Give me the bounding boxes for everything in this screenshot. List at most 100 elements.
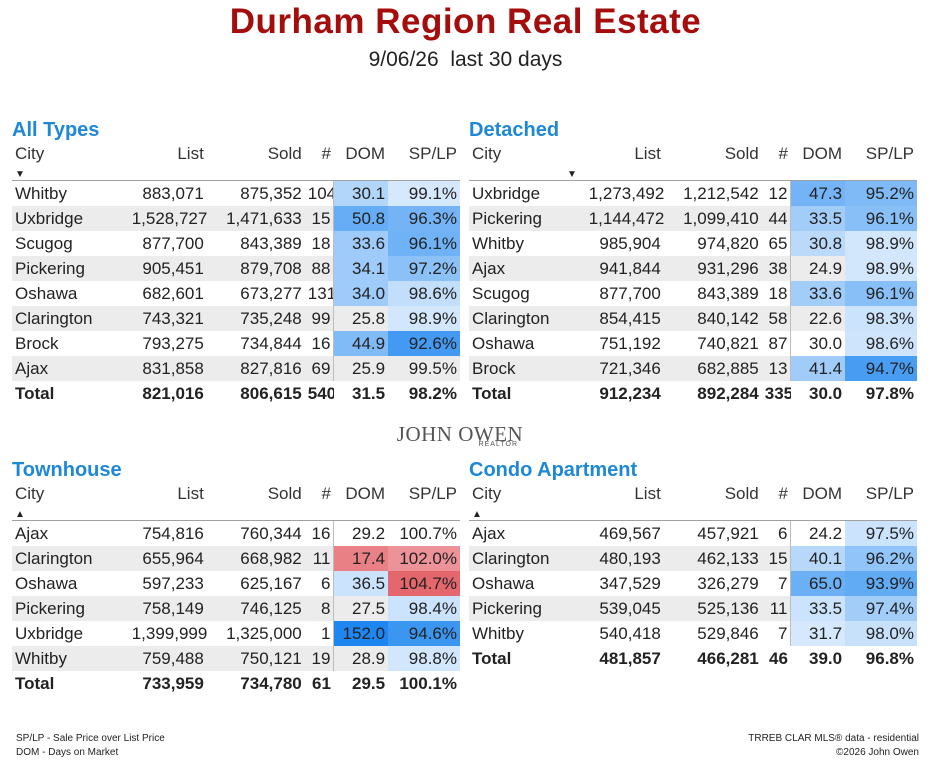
table-row[interactable]: Pickering 905,451 879,708 88 34.1 97.2%: [12, 256, 460, 281]
cell-splp: 96.1%: [845, 206, 917, 231]
cell-city: Ajax: [469, 256, 586, 281]
cell-splp: 100.7%: [399, 523, 457, 543]
cell-sold: 1,099,410: [663, 206, 762, 231]
table-row[interactable]: Scugog 877,700 843,389 18 33.6 96.1%: [469, 281, 917, 306]
column-header-count[interactable]: #: [321, 144, 331, 163]
cell-dom: 25.8: [333, 306, 389, 331]
cell-splp: 94.7%: [845, 356, 917, 381]
cell-count: 13: [761, 356, 792, 381]
column-header-dom[interactable]: DOM: [802, 144, 843, 163]
sort-descending-icon[interactable]: ▼: [15, 170, 25, 180]
total-count: 335: [764, 383, 791, 403]
table-row[interactable]: Oshawa 597,233 625,167 6 36.5 104.7%: [12, 571, 460, 596]
table-row[interactable]: Ajax 831,858 827,816 69 25.9 99.5%: [12, 356, 460, 381]
sort-descending-icon[interactable]: ▼: [567, 170, 577, 180]
cell-list: 480,193: [585, 546, 664, 571]
cell-count: 15: [304, 206, 335, 231]
column-header-splp[interactable]: SP/LP: [408, 144, 457, 163]
table-row[interactable]: Brock 721,346 682,885 13 41.4 94.7%: [469, 356, 917, 381]
data-table: City List Sold # DOM SP/LP ▼ Whitby 883,071 875,3…: [12, 144, 460, 406]
table-row[interactable]: Ajax 469,567 457,921 6 24.2 97.5%: [469, 521, 917, 546]
column-header-city[interactable]: City: [15, 484, 45, 503]
table-row[interactable]: Scugog 877,700 843,389 18 33.6 96.1%: [12, 231, 460, 256]
column-header-dom[interactable]: DOM: [345, 484, 386, 503]
cell-city: Whitby: [15, 183, 67, 203]
sort-ascending-icon[interactable]: ▲: [15, 510, 25, 520]
table-row[interactable]: Pickering 1,144,472 1,099,410 44 33.5 96.1%: [469, 206, 917, 231]
table-row[interactable]: Clarington 854,415 840,142 58 22.6 98.3%: [469, 306, 917, 331]
total-list: 733,959: [142, 673, 204, 693]
column-header-splp[interactable]: SP/LP: [865, 484, 914, 503]
column-header-splp[interactable]: SP/LP: [408, 484, 457, 503]
column-header-dom[interactable]: DOM: [802, 484, 843, 503]
cell-dom: 30.0: [808, 333, 843, 353]
total-splp: 98.2%: [408, 383, 457, 403]
table-row[interactable]: Clarington 743,321 735,248 99 25.8 98.9%: [12, 306, 460, 331]
table-row[interactable]: Pickering 539,045 525,136 11 33.5 97.4%: [469, 596, 917, 621]
table-row[interactable]: Uxbridge 1,399,999 1,325,000 1 152.0 94.6%: [12, 621, 460, 646]
column-header-sold[interactable]: Sold: [267, 144, 302, 163]
cell-list: 854,415: [585, 306, 664, 331]
cell-sold: 746,125: [206, 596, 305, 621]
logo-sub: REALTOR: [478, 441, 518, 448]
column-header-city[interactable]: City: [15, 144, 45, 163]
table-row[interactable]: Pickering 758,149 746,125 8 27.5 98.4%: [12, 596, 460, 621]
total-count: 61: [311, 673, 331, 693]
cell-dom: 33.5: [790, 206, 846, 231]
cell-list: 539,045: [585, 596, 664, 621]
cell-sold: 840,142: [663, 306, 762, 331]
table-row[interactable]: Uxbridge 1,528,727 1,471,633 15 50.8 96.3%: [12, 206, 460, 231]
column-header-sold[interactable]: Sold: [724, 484, 759, 503]
table-row[interactable]: Oshawa 751,192 740,821 87 30.0 98.6%: [469, 331, 917, 356]
column-header-splp[interactable]: SP/LP: [865, 144, 914, 163]
cell-splp: 98.0%: [845, 621, 917, 646]
table-row[interactable]: Whitby 540,418 529,846 7 31.7 98.0%: [469, 621, 917, 646]
column-header-sold[interactable]: Sold: [724, 144, 759, 163]
table-row[interactable]: Uxbridge 1,273,492 1,212,542 12 47.3 95.2%: [469, 181, 917, 206]
column-header-city[interactable]: City: [472, 144, 502, 163]
table-row[interactable]: Oshawa 347,529 326,279 7 65.0 93.9%: [469, 571, 917, 596]
cell-city: Uxbridge: [12, 206, 129, 231]
cell-splp: 98.9%: [845, 231, 917, 256]
cell-city: Ajax: [12, 356, 129, 381]
sort-ascending-icon[interactable]: ▲: [472, 510, 482, 520]
column-header-city[interactable]: City: [472, 484, 502, 503]
table-row[interactable]: Clarington 480,193 462,133 15 40.1 96.2%: [469, 546, 917, 571]
cell-list: 941,844: [585, 256, 664, 281]
cell-city: Oshawa: [15, 573, 78, 593]
table-row[interactable]: Whitby 883,071 875,352 104 30.1 99.1%: [12, 181, 460, 206]
cell-dom: 17.4: [333, 546, 389, 571]
total-list: 912,234: [599, 383, 661, 403]
cell-dom: 50.8: [333, 206, 389, 231]
data-table: City List Sold # DOM SP/LP ▲ Ajax 469,567 457,921…: [469, 484, 917, 671]
column-header-list[interactable]: List: [177, 484, 204, 503]
cell-dom: 24.9: [790, 256, 846, 281]
table-row[interactable]: Oshawa 682,601 673,277 131 34.0 98.6%: [12, 281, 460, 306]
column-header-dom[interactable]: DOM: [345, 144, 386, 163]
column-header-sold[interactable]: Sold: [267, 484, 302, 503]
cell-list: 758,149: [128, 596, 207, 621]
page-subtitle: 9/06/26 last 30 days: [368, 48, 563, 71]
column-header-list[interactable]: List: [177, 144, 204, 163]
cell-count: 131: [304, 281, 335, 306]
table-row[interactable]: Whitby 759,488 750,121 19 28.9 98.8%: [12, 646, 460, 671]
total-count: 540: [307, 383, 334, 403]
column-header-list[interactable]: List: [634, 144, 661, 163]
table-row[interactable]: Clarington 655,964 668,982 11 17.4 102.0%: [12, 546, 460, 571]
table-row[interactable]: Ajax 754,816 760,344 16 29.2 100.7%: [12, 521, 460, 546]
total-row: Total 481,857 466,281 46 39.0 96.8%: [469, 646, 917, 671]
total-list: 821,016: [142, 383, 204, 403]
cell-city: Clarington: [469, 546, 586, 571]
total-sold: 892,284: [697, 383, 759, 403]
cell-count: 11: [761, 596, 792, 621]
column-header-count[interactable]: #: [321, 484, 331, 503]
column-header-count[interactable]: #: [778, 484, 788, 503]
footer-dom-note: DOM - Days on Market: [16, 747, 119, 758]
column-header-list[interactable]: List: [634, 484, 661, 503]
cell-count: 7: [761, 621, 792, 646]
table-row[interactable]: Brock 793,275 734,844 16 44.9 92.6%: [12, 331, 460, 356]
cell-count: 12: [761, 181, 792, 206]
table-row[interactable]: Whitby 985,904 974,820 65 30.8 98.9%: [469, 231, 917, 256]
column-header-count[interactable]: #: [778, 144, 788, 163]
table-row[interactable]: Ajax 941,844 931,296 38 24.9 98.9%: [469, 256, 917, 281]
